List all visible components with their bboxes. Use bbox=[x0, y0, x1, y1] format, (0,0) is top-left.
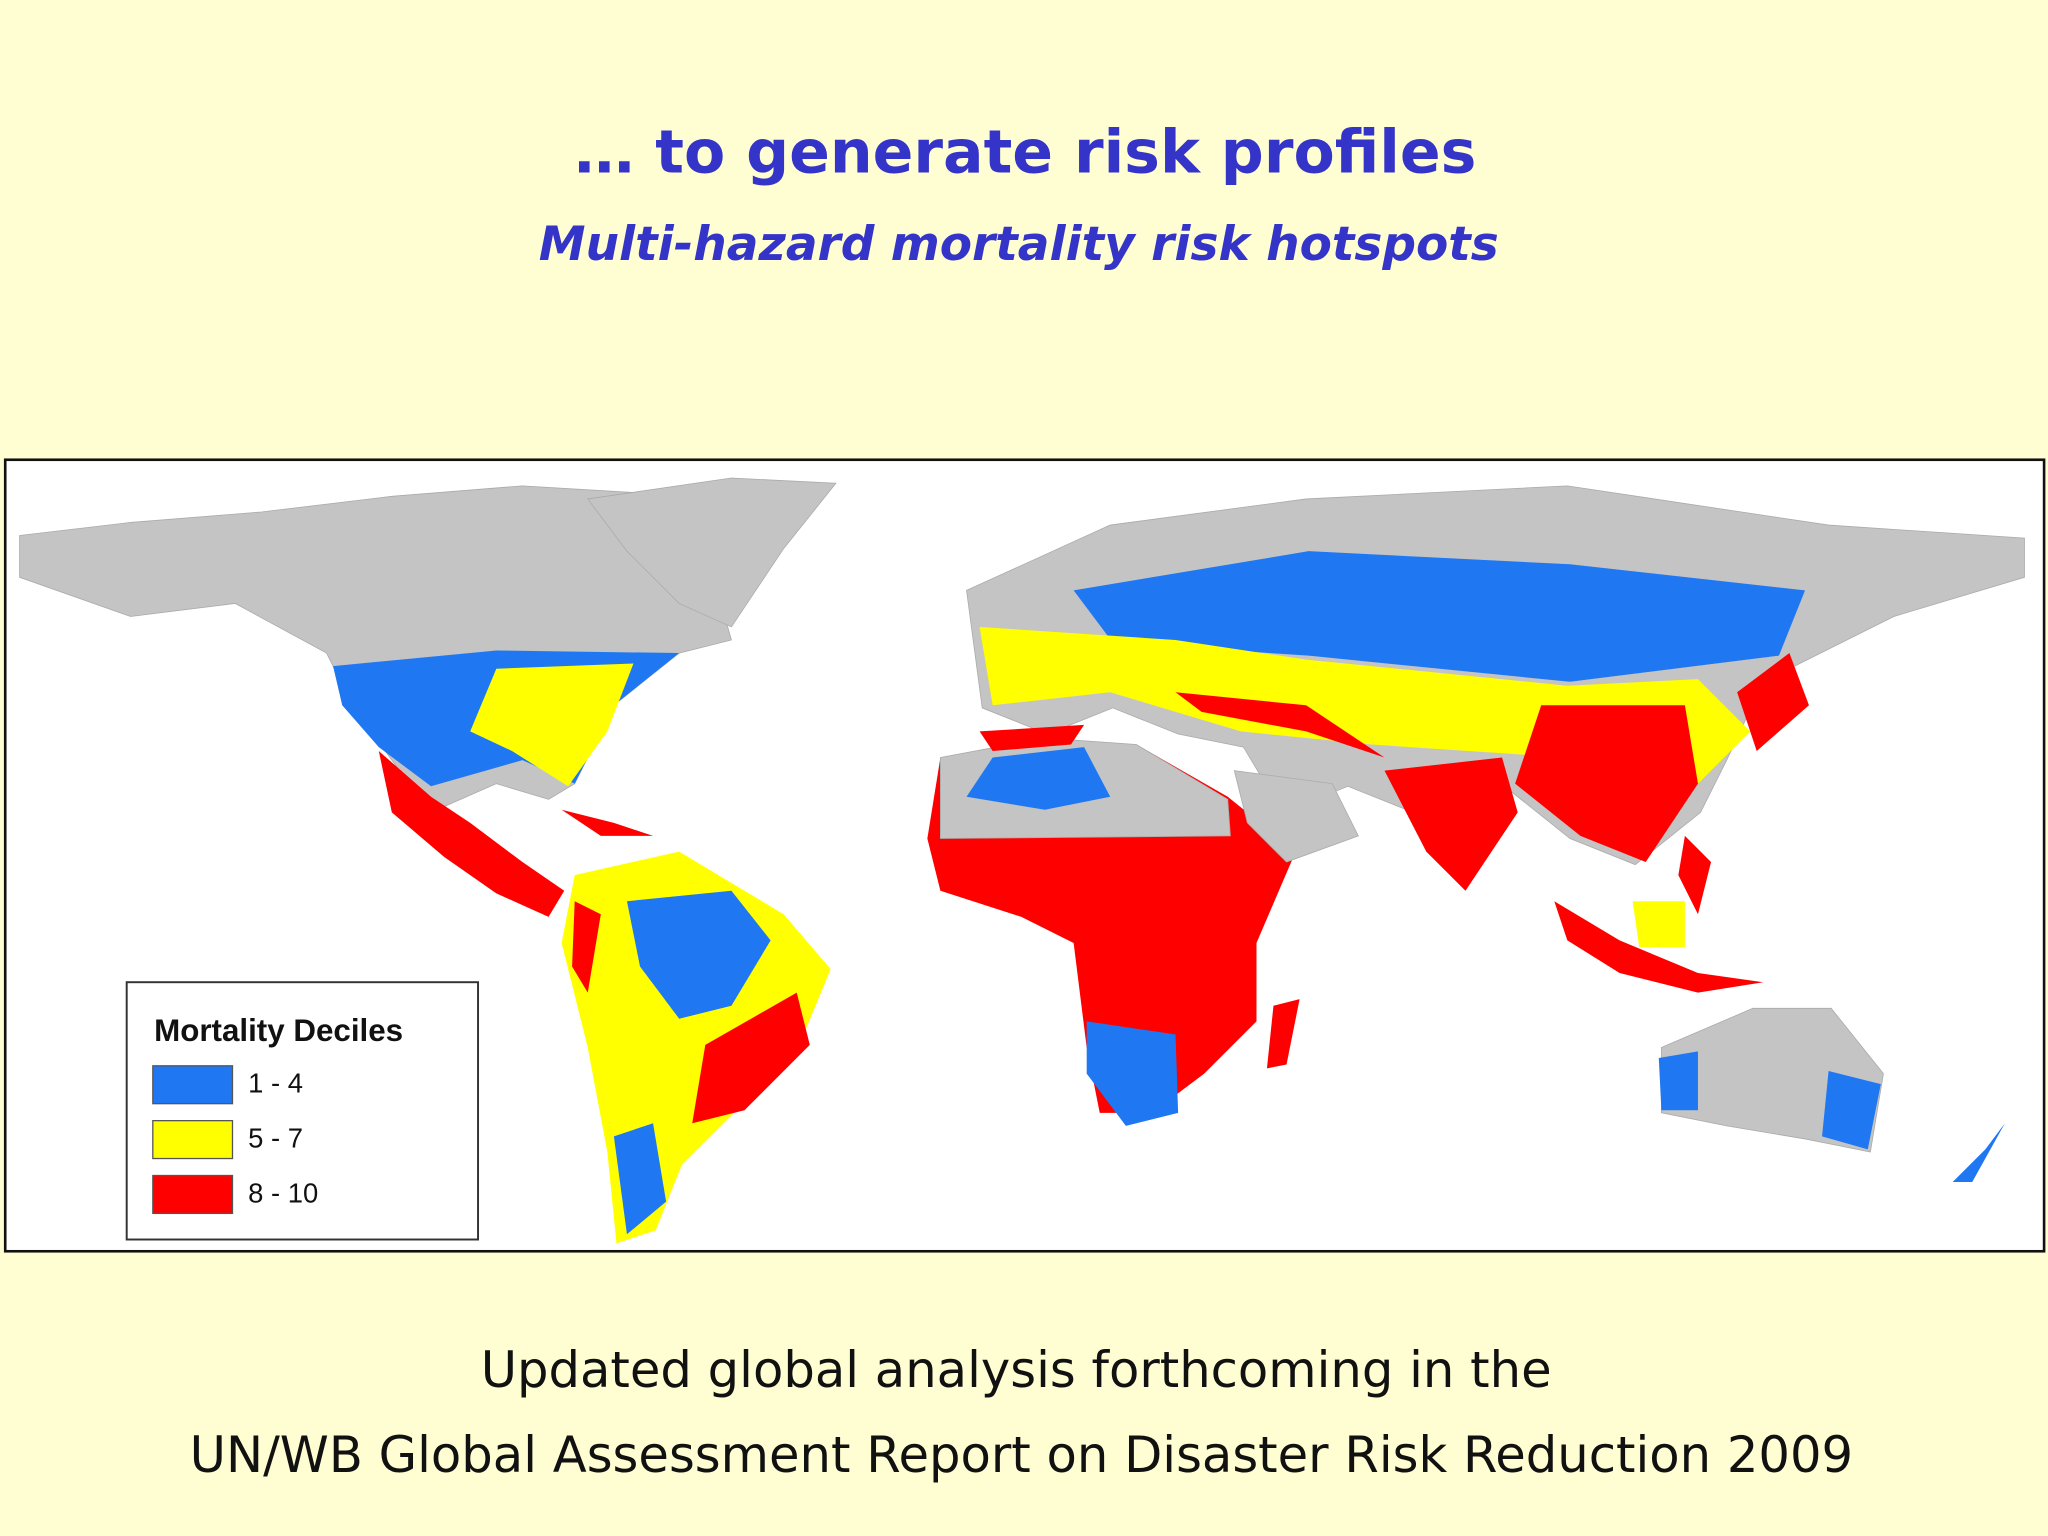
risk-region bbox=[561, 809, 654, 836]
legend-swatch bbox=[152, 1174, 234, 1215]
risk-region bbox=[572, 901, 601, 993]
risk-region bbox=[626, 890, 771, 1019]
legend-label: 8 - 10 bbox=[248, 1177, 318, 1208]
risk-region bbox=[1632, 901, 1685, 947]
risk-region bbox=[1073, 551, 1806, 682]
legend-label: 5 - 7 bbox=[248, 1122, 303, 1153]
legend-title: Mortality Deciles bbox=[154, 1013, 403, 1048]
legend-label: 1 - 4 bbox=[248, 1068, 303, 1099]
legend-items: 1 - 4 5 - 7 8 - 10 bbox=[152, 1065, 318, 1215]
world-map bbox=[19, 477, 2025, 1244]
risk-region bbox=[613, 1123, 667, 1235]
risk-region bbox=[1952, 1123, 2005, 1183]
risk-region bbox=[378, 751, 565, 917]
risk-region bbox=[1658, 1051, 1698, 1111]
legend: Mortality Deciles 1 - 4 5 - 7 8 - 10 bbox=[125, 981, 480, 1241]
risk-region bbox=[1515, 705, 1698, 863]
risk-region bbox=[1175, 692, 1385, 758]
risk-region bbox=[1266, 999, 1300, 1069]
slide-subtitle: Multi-hazard mortality risk hotspots bbox=[539, 217, 1499, 272]
risk-region bbox=[1822, 1071, 1881, 1150]
footer-line: UN/WB Global Assessment Report on Disast… bbox=[190, 1426, 1854, 1484]
legend-swatch bbox=[152, 1119, 234, 1160]
risk-region bbox=[1737, 653, 1809, 752]
map-frame: Mortality Deciles 1 - 4 5 - 7 8 - 10 bbox=[3, 458, 2046, 1253]
risk-region bbox=[692, 992, 810, 1124]
risk-region bbox=[1384, 757, 1518, 891]
risk-region bbox=[1086, 1021, 1179, 1126]
risk-region bbox=[1554, 901, 1764, 993]
slide-title: … to generate risk profiles bbox=[574, 117, 1476, 187]
risk-region bbox=[979, 724, 1085, 752]
risk-region bbox=[1678, 835, 1712, 915]
risk-region bbox=[470, 663, 634, 787]
legend-swatch bbox=[152, 1065, 234, 1105]
risk-region bbox=[966, 747, 1111, 810]
footer-line: Updated global analysis forthcoming in t… bbox=[481, 1341, 1552, 1399]
